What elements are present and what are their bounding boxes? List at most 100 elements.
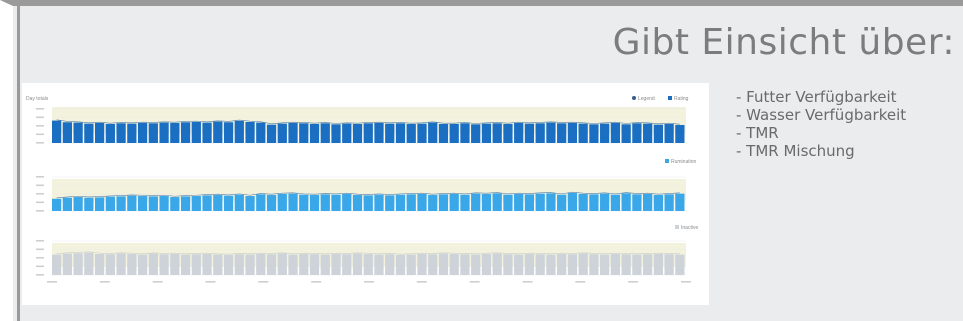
x-tick-mark (469, 281, 480, 283)
y-tick-mark (36, 210, 44, 212)
chart-bar (546, 122, 556, 143)
chart-bar (256, 253, 266, 275)
chart-bar (234, 254, 244, 275)
chart-bar (675, 193, 685, 211)
chart-plots (36, 107, 691, 283)
y-tick-mark (36, 108, 44, 110)
series-line (56, 191, 680, 199)
chart-bar (277, 253, 287, 275)
chart-bar (503, 254, 513, 275)
chart-bar (438, 194, 449, 211)
chart-bar (643, 123, 653, 143)
chart-bar (94, 253, 105, 275)
x-tick-mark (364, 281, 374, 283)
chart-bar (331, 124, 341, 143)
x-tick-mark (99, 281, 110, 283)
chart-bar (148, 123, 158, 143)
chart-bar (148, 196, 158, 211)
chart-bar (191, 196, 201, 211)
chart-bar (385, 123, 395, 143)
chart-bar (481, 253, 492, 275)
chart-screenshot: Day totals Legend Rating Rumination Inac… (22, 83, 709, 305)
chart-bar (84, 123, 94, 143)
chart-bar (116, 253, 126, 275)
chart-bar (170, 122, 180, 143)
chart-bar (417, 253, 427, 275)
chart-bar (621, 124, 631, 143)
chart-bar (557, 194, 567, 211)
x-tick-mark (416, 281, 427, 283)
chart-bar (567, 192, 578, 211)
chart-bar (449, 123, 459, 143)
chart-bar (309, 123, 320, 143)
chart-bar (180, 254, 191, 275)
chart-bar (428, 254, 438, 275)
chart-bar (503, 123, 513, 143)
x-tick-mark (575, 281, 586, 283)
chart-bar (245, 196, 255, 211)
chart-bar (73, 197, 83, 211)
chart-bar (137, 196, 148, 211)
chart-bar (331, 253, 341, 275)
x-tick-mark (258, 281, 269, 283)
chart-bar (213, 254, 223, 275)
chart-bar (514, 254, 524, 275)
chart-bar (266, 195, 277, 211)
bullet-list: - Futter Verfügbarkeit - Wasser Verfügba… (736, 88, 906, 160)
y-tick-mark (36, 201, 44, 204)
y-tick-mark (36, 274, 44, 276)
chart-bar (675, 124, 685, 143)
chart-bar (202, 195, 212, 211)
chart-bar (363, 253, 373, 275)
chart-bar (481, 194, 492, 211)
chart-bar (546, 193, 556, 211)
chart-bar (320, 123, 330, 143)
chart-bar (191, 121, 201, 143)
chart-bar (320, 194, 330, 211)
chart-bar (73, 122, 83, 143)
chart-bar (137, 254, 148, 275)
x-tick-mark (311, 281, 322, 283)
legend-label: Rating (674, 96, 689, 102)
chart-bar (116, 123, 126, 143)
chart-bar (180, 122, 191, 143)
y-tick-mark (36, 142, 44, 144)
x-tick-mark (522, 281, 533, 283)
chart-bar (213, 195, 223, 211)
chart-bar (105, 254, 115, 275)
chart-bar (438, 123, 449, 143)
chart-bar (148, 253, 158, 275)
chart-bar (277, 194, 287, 211)
chart-bar (288, 193, 298, 211)
chart-bar (675, 254, 685, 275)
chart-bar (223, 254, 234, 275)
x-tick-mark (205, 281, 216, 283)
legend-label: Rumination (671, 159, 697, 165)
chart-bar (471, 124, 481, 143)
chart-bar (116, 196, 126, 211)
chart-bar (621, 254, 631, 275)
chart-bar (460, 254, 470, 275)
chart-bar (245, 254, 255, 275)
chart-bar (234, 194, 244, 211)
chart-bar (159, 254, 169, 275)
x-tick-mark (152, 281, 163, 283)
chart-bar (137, 122, 148, 143)
chart-bar (62, 253, 72, 275)
chart-bar (256, 122, 266, 143)
chart-bar (600, 123, 610, 143)
chart-bar (621, 193, 631, 211)
bullet-item: - Futter Verfügbarkeit (736, 88, 897, 106)
chart-bar (557, 253, 567, 275)
chart-bar (170, 197, 180, 211)
chart-bar (664, 194, 674, 211)
chart-bar (342, 194, 352, 211)
chart-bar (288, 122, 298, 143)
series-line (56, 119, 680, 125)
chart-bar (481, 123, 492, 143)
chart-bar (535, 193, 545, 211)
legend-label: Legend (638, 96, 655, 102)
slide-title: Gibt Einsicht über: (612, 22, 955, 63)
chart-bar (653, 124, 663, 143)
chart-bar (363, 123, 373, 143)
